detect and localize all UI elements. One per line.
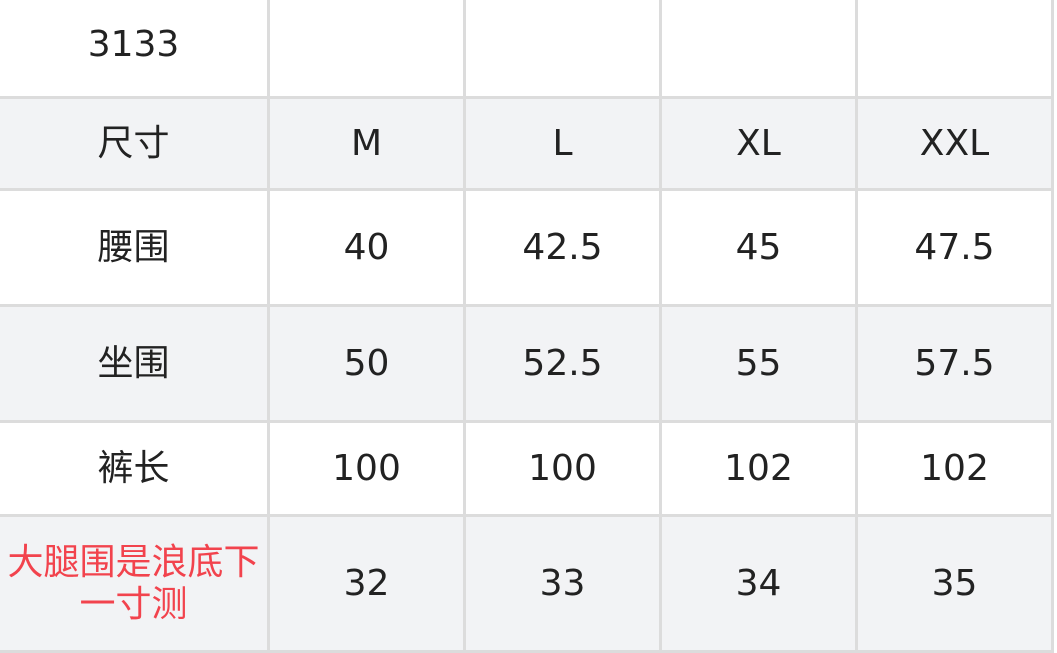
table-cell: 55 [659,304,858,423]
row-header-thigh-note: 大腿围是浪底下一寸测 [0,514,270,653]
table-row: 3133 [0,0,1054,99]
size-header: XL [659,96,858,191]
table-row: 坐围 50 52.5 55 57.5 [0,304,1054,423]
table-cell [463,0,662,99]
table-cell: 100 [267,420,466,517]
model-number: 3133 [0,0,270,99]
table-cell: 52.5 [463,304,662,423]
table-row: 大腿围是浪底下一寸测 32 33 34 35 [0,514,1054,653]
table-row: 裤长 100 100 102 102 [0,420,1054,517]
table-row: 尺寸 M L XL XXL [0,96,1054,191]
table-cell: 50 [267,304,466,423]
size-header: XXL [855,96,1054,191]
table-cell: 102 [659,420,858,517]
table-cell: 42.5 [463,188,662,307]
table-row: 腰围 40 42.5 45 47.5 [0,188,1054,307]
table-cell: 45 [659,188,858,307]
table-cell: 32 [267,514,466,653]
table-cell: 34 [659,514,858,653]
size-header: M [267,96,466,191]
table-cell: 102 [855,420,1054,517]
row-header: 坐围 [0,304,270,423]
table-cell: 40 [267,188,466,307]
row-header: 尺寸 [0,96,270,191]
table-cell: 35 [855,514,1054,653]
table-cell: 33 [463,514,662,653]
table-cell: 47.5 [855,188,1054,307]
table-cell: 100 [463,420,662,517]
table-cell [267,0,466,99]
table-cell [855,0,1054,99]
table-cell: 57.5 [855,304,1054,423]
size-header: L [463,96,662,191]
row-header: 裤长 [0,420,270,517]
row-header: 腰围 [0,188,270,307]
table-cell [659,0,858,99]
